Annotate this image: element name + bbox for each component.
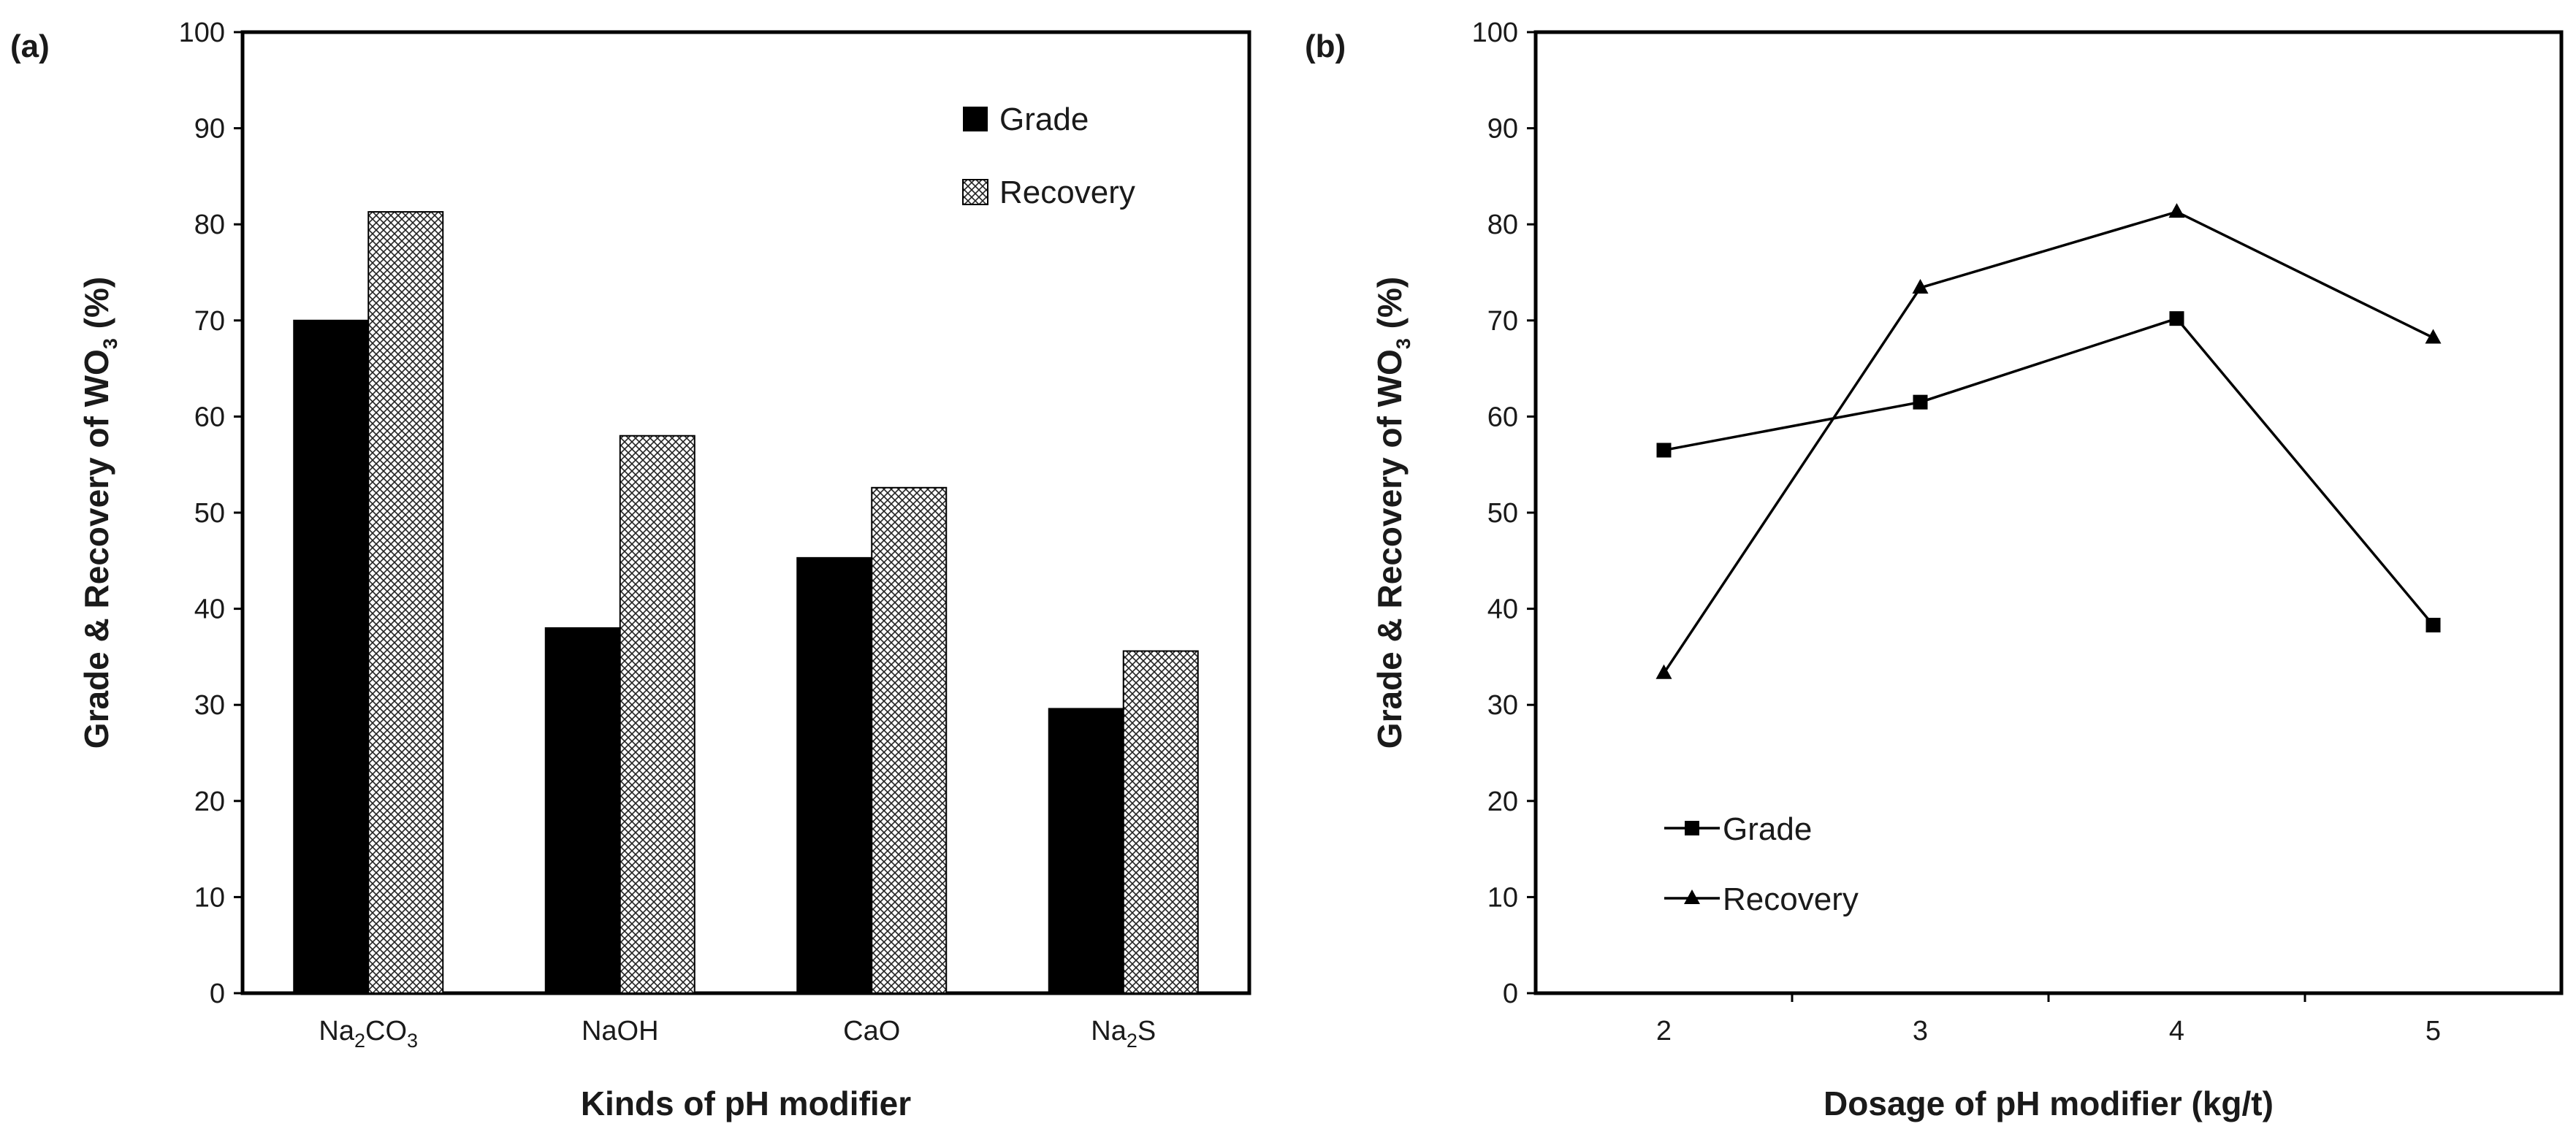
bar-grade-2 xyxy=(796,556,873,994)
y-tick-label: 100 xyxy=(179,18,225,48)
panel-b-y-ticks: 0 10 20 30 40 50 60 70 80 90 100 xyxy=(1472,18,1536,1009)
panel-b-line-chart: (b) 0 10 20 30 40 50 60 70 80 90 100 2 3 4 5 Dosage o… xyxy=(1305,18,2564,1122)
point-recovery-0 xyxy=(1655,664,1672,679)
panel-b-legend: Grade Recovery xyxy=(1664,811,1859,917)
x-tick-label: 3 xyxy=(1913,1016,1928,1046)
point-recovery-2 xyxy=(2168,203,2185,218)
legend-grade-label: Grade xyxy=(999,102,1089,137)
panel-a-x-ticks: Na2CO3 NaOH CaO Na2S xyxy=(319,1016,1156,1052)
y-tick-label: 30 xyxy=(1487,690,1518,721)
y-tick-label: 10 xyxy=(1487,882,1518,913)
x-tick-label: 4 xyxy=(2169,1016,2184,1046)
point-grade-1 xyxy=(1913,394,1928,410)
panel-b-x-axis-title: Dosage of pH modifier (kg/t) xyxy=(1824,1084,2274,1122)
bar-grade-0 xyxy=(293,319,370,994)
panel-a-legend: Grade Recovery xyxy=(962,102,1135,210)
panel-a-bar-chart: (a) 0 10 20 30 40 50 60 70 80 90 100 Na2CO3 NaOH CaO… xyxy=(10,18,1251,1122)
panel-a-y-axis-title: Grade & Recovery of WO3 (%) xyxy=(77,277,121,749)
panel-a-x-axis-title: Kinds of pH modifier xyxy=(581,1084,911,1122)
point-grade-2 xyxy=(2169,311,2184,326)
y-tick-label: 60 xyxy=(194,402,225,432)
y-tick-label: 50 xyxy=(1487,498,1518,529)
panel-b-y-axis-title: Grade & Recovery of WO3 (%) xyxy=(1371,277,1414,749)
x-tick-label: 5 xyxy=(2426,1016,2441,1046)
y-tick-label: 70 xyxy=(194,306,225,337)
y-tick-label: 80 xyxy=(1487,210,1518,240)
x-tick-label: CaO xyxy=(843,1016,900,1046)
legend-recovery-marker xyxy=(1684,889,1700,904)
bar-recovery-3 xyxy=(1122,650,1199,995)
line-grade xyxy=(1664,317,2434,627)
legend-grade-marker xyxy=(1685,821,1699,835)
panel-a-bars xyxy=(293,211,1199,995)
legend-grade-swatch xyxy=(963,107,988,131)
legend-recovery-label: Recovery xyxy=(1723,881,1859,917)
line-recovery xyxy=(1663,210,2434,674)
point-grade-3 xyxy=(2426,617,2441,632)
y-tick-label: 70 xyxy=(1487,306,1518,337)
y-tick-label: 20 xyxy=(1487,787,1518,817)
panel-b-lines xyxy=(1655,203,2442,679)
bar-recovery-1 xyxy=(619,435,696,994)
legend-recovery-label: Recovery xyxy=(999,175,1135,210)
panel-a-label: (a) xyxy=(10,28,50,64)
y-tick-label: 30 xyxy=(194,690,225,721)
bar-recovery-0 xyxy=(367,211,444,994)
point-recovery-1 xyxy=(1912,279,1929,294)
point-grade-0 xyxy=(1656,443,1672,458)
y-tick-label: 90 xyxy=(1487,114,1518,145)
panel-a-y-ticks: 0 10 20 30 40 50 60 70 80 90 100 xyxy=(179,18,243,1009)
bar-grade-1 xyxy=(544,627,621,994)
x-tick-label: Na2CO3 xyxy=(319,1016,418,1052)
y-tick-label: 100 xyxy=(1472,18,1518,48)
x-tick-label: Na2S xyxy=(1091,1016,1156,1052)
point-recovery-3 xyxy=(2425,329,2442,344)
y-tick-label: 60 xyxy=(1487,402,1518,432)
x-tick-label: NaOH xyxy=(582,1016,659,1046)
y-tick-label: 50 xyxy=(194,498,225,529)
y-tick-label: 90 xyxy=(194,114,225,145)
x-tick-label: 2 xyxy=(1656,1016,1672,1046)
y-tick-label: 20 xyxy=(194,787,225,817)
legend-grade-label: Grade xyxy=(1723,811,1812,847)
y-tick-label: 0 xyxy=(210,979,225,1009)
y-tick-label: 0 xyxy=(1503,979,1518,1009)
y-tick-label: 40 xyxy=(1487,594,1518,625)
y-tick-label: 40 xyxy=(194,594,225,625)
bar-grade-3 xyxy=(1048,708,1124,994)
panel-b-plot-frame xyxy=(1533,30,2564,995)
panel-b-x-ticks: 2 3 4 5 xyxy=(1656,993,2441,1046)
legend-recovery-swatch xyxy=(962,179,988,205)
panel-b-label: (b) xyxy=(1305,28,1346,64)
y-tick-label: 10 xyxy=(194,882,225,913)
y-tick-label: 80 xyxy=(194,210,225,240)
bar-recovery-2 xyxy=(871,486,948,994)
